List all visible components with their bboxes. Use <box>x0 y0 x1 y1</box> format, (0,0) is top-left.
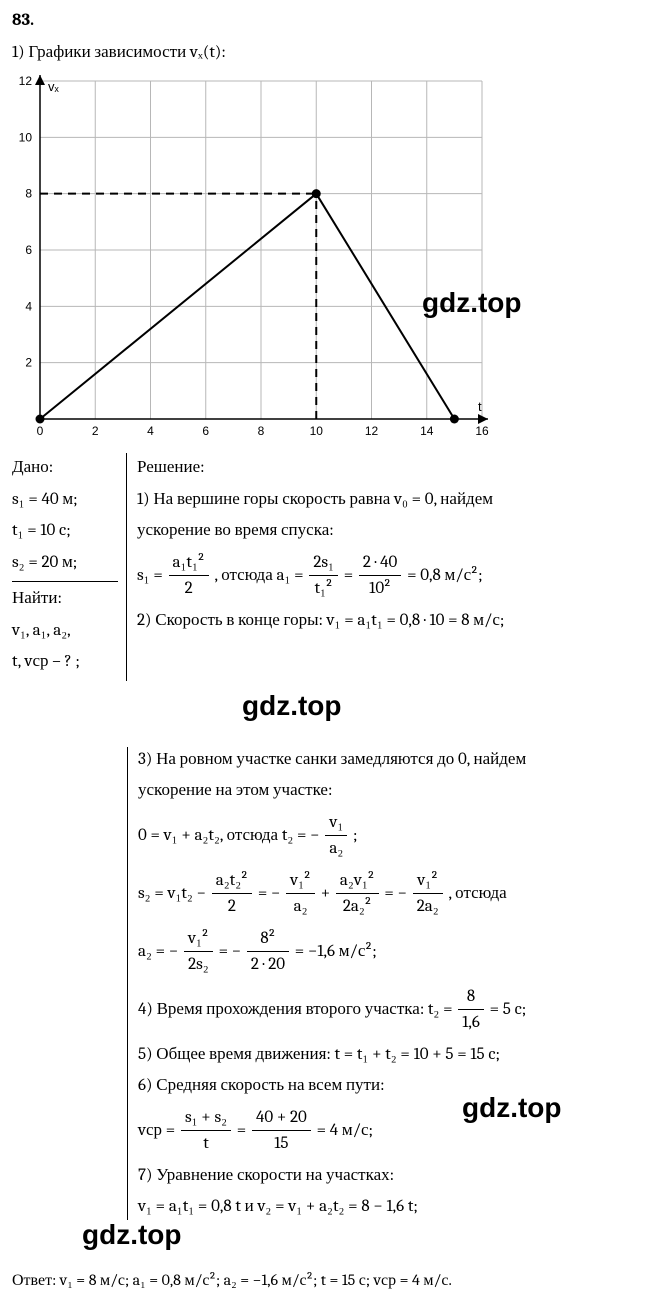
intro-text: 1) Графики зависимости vₓ(t): <box>12 40 660 66</box>
watermark-3: gdz.top <box>462 1087 562 1129</box>
answer: Ответ: v₁ = 8 м/с; a₁ = 0,8 м/с²; a₂ = −… <box>12 1268 660 1292</box>
watermark-4: gdz.top <box>82 1214 660 1256</box>
solution-column-1: Решение: 1) На вершине горы скорость рав… <box>127 453 660 681</box>
svg-text:4: 4 <box>147 424 154 438</box>
step4-frac: 81,6 <box>458 984 484 1036</box>
step3-eq3-f2: 8²2 · 20 <box>247 926 289 978</box>
svg-text:14: 14 <box>420 424 434 438</box>
step6-f2: 40 + 2015 <box>252 1105 311 1157</box>
step3-a: 3) На ровном участке санки замедляются д… <box>138 747 660 773</box>
step1-b: ускорение во время спуска: <box>137 518 660 544</box>
svg-text:6: 6 <box>25 243 32 257</box>
step1-frac2: 2s₁t₁² <box>309 550 338 602</box>
step7-b: v₁ = a₁t₁ = 0,8 t и v₂ = v₁ + a₂t₂ = 8 −… <box>138 1194 660 1220</box>
svg-text:8: 8 <box>258 424 265 438</box>
svg-text:12: 12 <box>365 424 379 438</box>
svg-text:2: 2 <box>25 356 32 370</box>
svg-text:0: 0 <box>37 424 44 438</box>
step3-eq1: 0 = v₁ + a₂t₂, отсюда t₂ = − v₁a₂ ; <box>138 810 660 862</box>
step3-eq1-lhs: 0 = v₁ + a₂t₂, отсюда t₂ = − <box>138 825 320 844</box>
step1-a: 1) На вершине горы скорость равна v₀ = 0… <box>137 487 660 513</box>
step1-lhs: s₁ = <box>137 565 163 584</box>
velocity-chart: 0 2 4 6 8 10 12 14 16 2 4 6 8 10 12 t vₓ <box>12 67 502 447</box>
step3-eq2-end: , отсюда <box>448 883 506 902</box>
step5: 5) Общее время движения: t = t₁ + t₂ = 1… <box>138 1042 660 1068</box>
step3-eq3-mid: = − <box>219 941 242 960</box>
step3-eq2-mid3: = − <box>384 883 407 902</box>
step7-a: 7) Уравнение скорости на участках: <box>138 1163 660 1189</box>
step3-eq2-mid2: + <box>321 883 330 902</box>
step3-eq2-f2: v₁²a₂ <box>286 868 315 920</box>
given-s2: s₂ = 20 м; <box>12 550 118 576</box>
solution-block-1: Дано: s₁ = 40 м; t₁ = 10 c; s₂ = 20 м; Н… <box>12 453 660 681</box>
svg-text:6: 6 <box>202 424 209 438</box>
step4-lhs: 4) Время прохождения второго участка: t₂… <box>138 999 452 1018</box>
watermark-2: gdz.top <box>242 685 660 727</box>
find-line-2: t, vср – ? ; <box>12 649 118 675</box>
step3-eq3: a₂ = − v₁²2s₂ = − 8²2 · 20 = −1,6 м/с²; <box>138 926 660 978</box>
step1-frac3: 2 · 4010² <box>359 550 401 602</box>
step3-eq1-end: ; <box>353 825 358 844</box>
step1-result: = 0,8 м/с²; <box>407 565 482 584</box>
step6-mid: = <box>237 1120 246 1139</box>
find-line-1: v₁, a₁, a₂, <box>12 618 118 644</box>
given-title: Дано: <box>12 455 118 481</box>
svg-text:10: 10 <box>19 130 33 144</box>
watermark-1: gdz.top <box>422 282 522 324</box>
svg-text:2: 2 <box>92 424 99 438</box>
svg-text:4: 4 <box>25 299 32 313</box>
step3-eq3-f1: v₁²2s₂ <box>184 926 213 978</box>
step3-b: ускорение на этом участке: <box>138 778 660 804</box>
step6-a: 6) Средняя скорость на всем пути: <box>138 1073 660 1099</box>
svg-text:12: 12 <box>19 74 33 88</box>
given-s1: s₁ = 40 м; <box>12 487 118 513</box>
find-title: Найти: <box>12 586 118 612</box>
svg-text:t: t <box>478 399 482 414</box>
step3-eq2: s₂ = v₁t₂ − a₂t₂²2 = − v₁²a₂ + a₂v₁²2a₂²… <box>138 868 660 920</box>
step3-eq2-f3: a₂v₁²2a₂² <box>336 868 379 920</box>
step1-frac1: a₁t₁²2 <box>169 550 209 602</box>
step3-eq2-f1: a₂t₂²2 <box>212 868 252 920</box>
step6-f1: s₁ + s₂t <box>181 1105 231 1157</box>
step3-eq1-frac: v₁a₂ <box>325 810 347 862</box>
svg-text:16: 16 <box>475 424 489 438</box>
svg-text:10: 10 <box>310 424 324 438</box>
step1-mid: , отсюда a₁ = <box>215 565 304 584</box>
solution-title: Решение: <box>137 455 660 481</box>
solution-column-2: 3) На ровном участке санки замедляются д… <box>127 747 660 1220</box>
step6-lhs: vср = <box>138 1120 175 1139</box>
step6-end: = 4 м/с; <box>317 1120 373 1139</box>
problem-number: 83. <box>12 8 660 34</box>
given-divider <box>12 581 118 582</box>
given-t1: t₁ = 10 c; <box>12 518 118 544</box>
step4: 4) Время прохождения второго участка: t₂… <box>138 984 660 1036</box>
step3-eq2-mid1: = − <box>258 883 281 902</box>
step3-eq2-f4: v₁²2a₂ <box>413 868 443 920</box>
step3-eq3-end: = −1,6 м/с²; <box>295 941 377 960</box>
step2: 2) Скорость в конце горы: v₁ = a₁t₁ = 0,… <box>137 608 660 634</box>
chart-container: 024681012141624681012tvₓ gdz.top <box>12 67 502 447</box>
step4-end: = 5 c; <box>490 999 527 1018</box>
svg-text:vₓ: vₓ <box>48 79 60 94</box>
given-column: Дано: s₁ = 40 м; t₁ = 10 c; s₂ = 20 м; Н… <box>12 453 127 681</box>
svg-text:8: 8 <box>25 187 32 201</box>
step3-eq3-lhs: a₂ = − <box>138 941 178 960</box>
step6-formula: vср = s₁ + s₂t = 40 + 2015 = 4 м/с; <box>138 1105 660 1157</box>
step3-eq2-lhs: s₂ = v₁t₂ − <box>138 883 206 902</box>
step1-eq: = <box>344 565 353 584</box>
step1-formula: s₁ = a₁t₁²2 , отсюда a₁ = 2s₁t₁² = 2 · 4… <box>137 550 660 602</box>
